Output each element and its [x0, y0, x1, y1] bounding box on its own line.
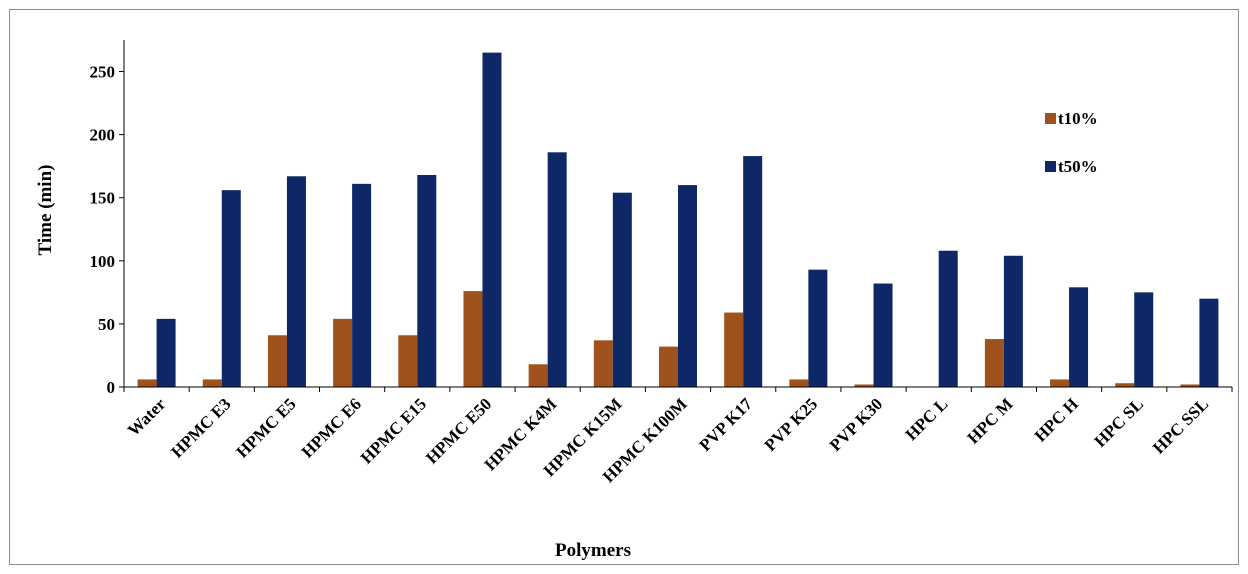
bar-t50: [221, 190, 241, 387]
bar-t10: [659, 346, 678, 387]
bar-t50: [156, 318, 176, 387]
bar-t50: [286, 176, 306, 387]
bar-t10: [1115, 383, 1135, 387]
bar-t10: [463, 291, 483, 387]
bar-t50: [808, 269, 828, 387]
x-tick-label: HPMC E5: [233, 394, 300, 461]
x-tick-label: HPC SSL: [1149, 394, 1212, 457]
bar-t50: [1199, 298, 1219, 387]
bar-t10: [202, 379, 222, 387]
bar-t50: [1134, 292, 1154, 387]
x-tick-label: HPC L: [902, 394, 952, 444]
bar-t50: [873, 283, 893, 387]
bar-t10: [1050, 379, 1070, 387]
y-tick-label: 100: [90, 252, 116, 271]
bar-t50: [1003, 255, 1023, 387]
bar-t50: [547, 152, 567, 387]
x-tick-label: HPC H: [1031, 394, 1082, 445]
bar-t10: [398, 335, 418, 387]
axes-layer: [119, 40, 1233, 392]
x-tick-label: HPMC E15: [357, 394, 430, 467]
bar-t10: [1180, 384, 1200, 387]
x-axis-title: Polymers: [555, 540, 631, 561]
legend-swatch-t10: [1045, 113, 1056, 124]
x-tick-label: HPMC E3: [167, 394, 234, 461]
bar-t50: [352, 183, 372, 387]
legend-label-t10: t10%: [1058, 109, 1098, 128]
bar-t50: [417, 175, 437, 387]
y-tick-label: 0: [107, 378, 116, 397]
bar-t50: [612, 192, 632, 387]
bars-layer: [137, 52, 1219, 387]
bar-t10: [528, 364, 548, 387]
bar-t10: [137, 379, 157, 387]
y-tick-label: 250: [90, 63, 116, 82]
x-tick-label: HPC SL: [1091, 394, 1148, 451]
y-axis-title: Time (min): [35, 165, 56, 256]
bar-t50: [482, 52, 502, 387]
legend-swatch-t50: [1045, 161, 1056, 172]
bar-t10: [593, 340, 613, 387]
bar-t10: [984, 339, 1004, 387]
bar-t10: [854, 384, 874, 387]
x-tick-label: PVP K30: [826, 394, 887, 455]
bar-t10: [333, 318, 353, 387]
y-tick-label: 150: [90, 189, 116, 208]
bar-t50: [1069, 287, 1089, 387]
bar-t10: [789, 379, 809, 387]
x-tick-label: HPMC E6: [298, 394, 365, 461]
x-tick-label: PVP K17: [695, 394, 756, 455]
legend-label-t50: t50%: [1058, 157, 1098, 176]
bar-t50: [678, 185, 697, 387]
legend: t10% t50%: [1045, 109, 1098, 176]
x-tick-label: Water: [124, 394, 170, 440]
bar-t50: [743, 156, 763, 387]
y-tick-label: 50: [98, 315, 115, 334]
bar-t10: [267, 335, 287, 387]
y-tick-label: 200: [90, 126, 116, 145]
x-tick-label: PVP K25: [761, 394, 822, 455]
bar-t50: [938, 250, 958, 387]
x-tick-label: HPC M: [964, 394, 1017, 447]
bar-t10: [724, 312, 744, 387]
